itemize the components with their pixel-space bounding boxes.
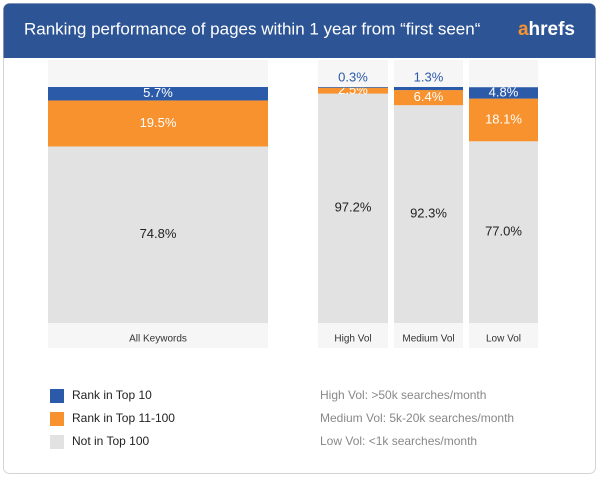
x-tick-label: Low Vol xyxy=(486,334,521,345)
value-label: 5.7% xyxy=(143,85,173,100)
bar-segment xyxy=(48,146,268,323)
bar-segment xyxy=(48,87,268,101)
value-label: 0.3% xyxy=(338,69,368,84)
bar-segment xyxy=(394,87,463,91)
x-tick-label: All Keywords xyxy=(129,334,187,345)
note: Medium Vol: 5k-20k searches/month xyxy=(320,411,514,425)
value-label: 97.2% xyxy=(335,200,372,215)
x-tick-label: Medium Vol xyxy=(402,334,454,345)
value-label: 77.0% xyxy=(485,224,522,239)
x-tick-label: High Vol xyxy=(334,334,371,345)
value-label: 4.8% xyxy=(489,84,519,99)
value-label: 1.3% xyxy=(414,69,444,84)
bar-segment xyxy=(469,87,538,99)
legend-label: Rank in Top 10 xyxy=(72,388,152,402)
bar-segment xyxy=(318,87,388,94)
bar-segment xyxy=(469,141,538,323)
chart-title: Ranking performance of pages within 1 ye… xyxy=(24,19,481,38)
value-label: 6.4% xyxy=(414,89,444,104)
value-label: 18.1% xyxy=(485,111,522,126)
legend-label: Not in Top 100 xyxy=(72,434,149,448)
value-label: 92.3% xyxy=(410,206,447,221)
legend-swatch xyxy=(50,435,64,449)
legend-label: Rank in Top 11-100 xyxy=(72,411,175,425)
legend-swatch xyxy=(50,412,64,426)
bar-segment xyxy=(394,105,463,323)
bar-segment xyxy=(318,87,388,88)
value-label: 74.8% xyxy=(140,226,177,241)
bar-segment xyxy=(48,100,268,147)
bar-segment xyxy=(394,90,463,106)
note: Low Vol: <1k searches/month xyxy=(320,434,477,448)
bar-segment xyxy=(469,98,538,142)
value-label: 2.5% xyxy=(338,82,368,97)
bar-segment xyxy=(318,93,388,323)
header-band xyxy=(3,3,596,58)
logo: ahrefs xyxy=(518,19,575,40)
legend-swatch xyxy=(50,389,64,403)
value-label: 19.5% xyxy=(140,115,177,130)
note: High Vol: >50k searches/month xyxy=(320,388,486,402)
